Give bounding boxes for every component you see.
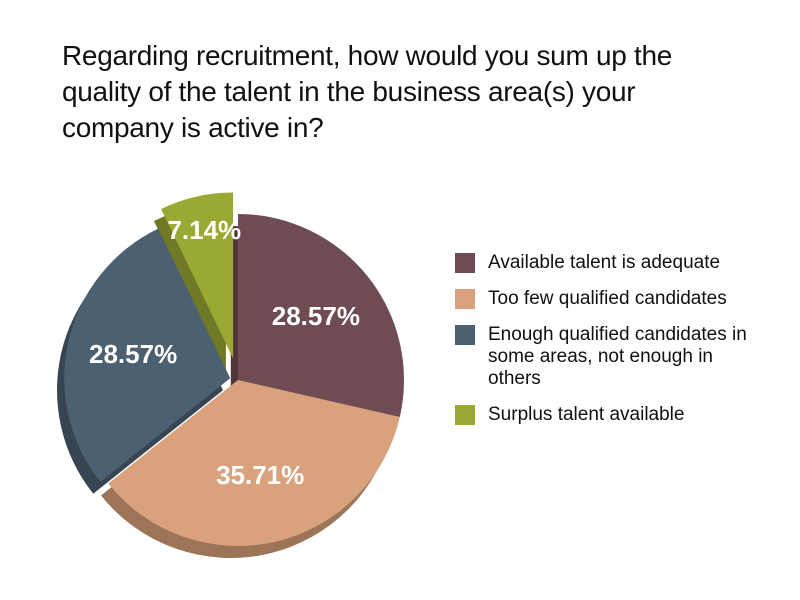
legend-item: Available talent is adequate xyxy=(455,252,775,274)
legend-item: Surplus talent available xyxy=(455,404,775,426)
legend-swatch xyxy=(455,253,475,273)
legend-label: Enough qualified candidates in some area… xyxy=(488,324,747,389)
legend-label: Too few qualified candidates xyxy=(488,288,727,309)
pie-slice xyxy=(108,380,400,546)
value-label: 35.71% xyxy=(216,460,304,490)
chart-title: Regarding recruitment, how would you sum… xyxy=(62,40,673,143)
legend-swatch xyxy=(455,405,475,425)
pie-slice xyxy=(64,228,231,482)
legend-item: Too few qualified candidates xyxy=(455,288,775,310)
legend-label: Available talent is adequate xyxy=(488,252,721,273)
value-label: 28.57% xyxy=(272,301,360,331)
legend-item: Enough qualified candidates in some area… xyxy=(455,324,775,390)
legend: Available talent is adequate Too few qual… xyxy=(455,252,775,440)
pie-slice xyxy=(161,192,234,359)
value-label: 28.57% xyxy=(89,339,177,369)
legend-swatch xyxy=(455,325,475,345)
value-label: 7.14% xyxy=(167,215,241,245)
legend-label: Surplus talent available xyxy=(488,404,685,425)
legend-swatch xyxy=(455,289,475,309)
pie-slice xyxy=(238,214,404,417)
